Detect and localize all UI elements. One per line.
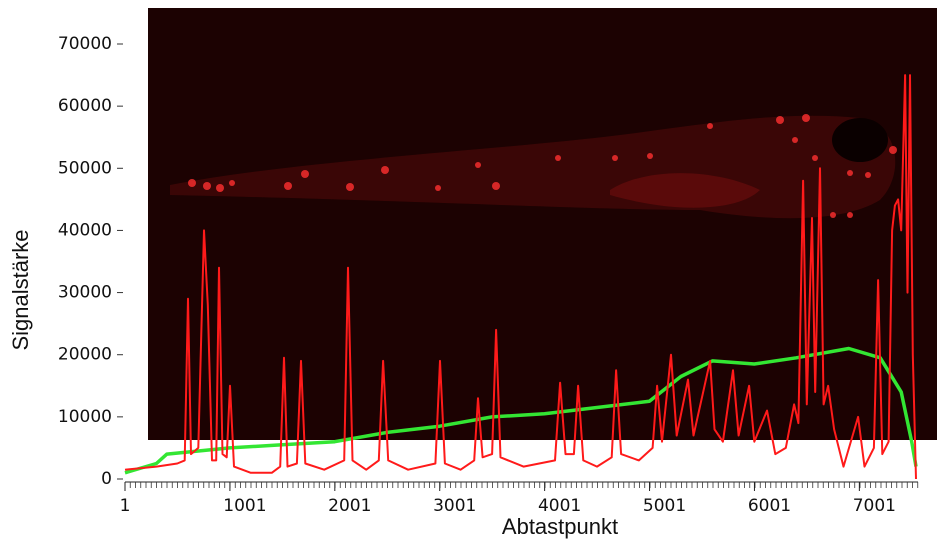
x-axis-title: Abtastpunkt bbox=[502, 514, 618, 539]
x-tick-label: 1001 bbox=[223, 496, 266, 516]
x-tick-label: 7001 bbox=[853, 496, 896, 516]
x-tick-label: 4001 bbox=[538, 496, 581, 516]
x-tick-label: 6001 bbox=[748, 496, 791, 516]
x-tick-label: 1 bbox=[120, 496, 131, 516]
y-tick-label: 70000 bbox=[58, 34, 112, 54]
y-tick-label: 0 bbox=[101, 469, 112, 489]
y-tick-label: 50000 bbox=[58, 158, 112, 178]
y-tick-label: 30000 bbox=[58, 283, 112, 303]
fish-image bbox=[148, 8, 937, 543]
series-line bbox=[124, 346, 918, 475]
y-axis-title: Signalstärke bbox=[8, 229, 33, 350]
x-tick-label: 2001 bbox=[328, 496, 371, 516]
x-tick-label: 5001 bbox=[643, 496, 686, 516]
y-tick-label: 40000 bbox=[58, 220, 112, 240]
y-tick-label: 10000 bbox=[58, 407, 112, 427]
series-line bbox=[124, 74, 917, 480]
y-tick-label: 20000 bbox=[58, 345, 112, 365]
x-tick-label: 3001 bbox=[433, 496, 476, 516]
y-tick-label: 60000 bbox=[58, 96, 112, 116]
